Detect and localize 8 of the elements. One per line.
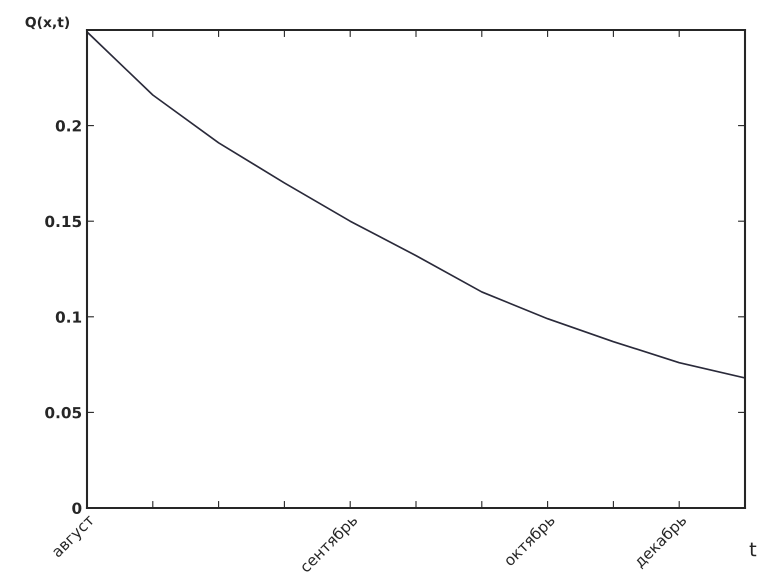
y-tick-label: 0 (72, 502, 82, 514)
x-axis-title: t (750, 542, 756, 556)
y-axis-title: Q(x,t) (26, 16, 70, 30)
y-tick-label: 0.15 (45, 216, 82, 228)
y-tick-label: 0.1 (56, 311, 82, 323)
line-series (87, 31, 745, 379)
y-tick-label: 0.2 (56, 120, 81, 132)
y-tick-label: 0.05 (45, 406, 82, 418)
